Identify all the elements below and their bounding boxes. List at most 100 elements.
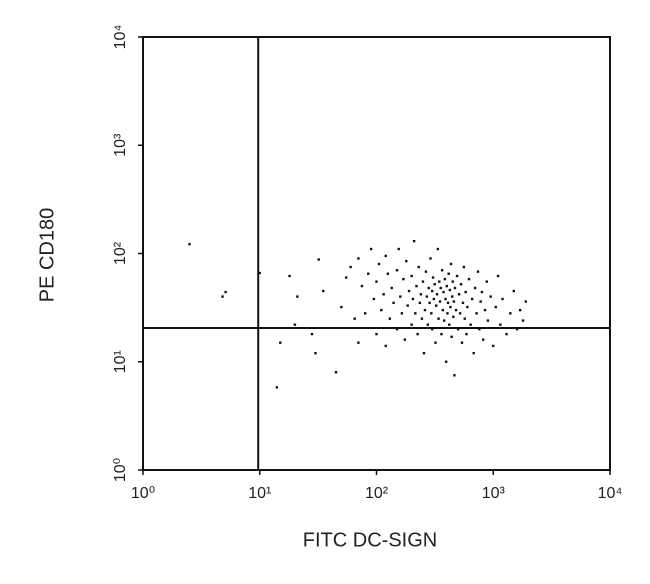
event-dot [418,301,422,305]
event-dot [524,300,527,303]
event-dot [258,271,261,275]
event-dot [453,286,457,290]
event-dot [424,270,428,273]
event-dot [437,317,440,320]
event-dot [442,319,446,322]
event-dot [485,280,488,283]
x-tick-label: 10³ [482,485,506,502]
event-dot [405,259,408,263]
event-dot [334,371,338,374]
event-dot [433,283,436,286]
y-tick-label: 10² [112,241,129,265]
event-dot [438,300,442,303]
event-dot [441,308,445,312]
event-dot [386,272,390,275]
event-dot [380,308,383,312]
event-dot [397,247,400,251]
event-dot [384,344,387,348]
event-dot [518,308,522,312]
event-dot [377,262,381,266]
event-dot [450,335,453,339]
event-dot [443,277,447,281]
event-dot [349,265,352,269]
event-dot [464,290,467,294]
event-dot [459,283,463,286]
event-dot [440,269,444,272]
event-dot [438,280,441,283]
event-dot [411,297,415,301]
event-dot [470,297,474,301]
x-axis-label: FITC DC-SIGN [303,529,437,551]
event-dot [322,289,325,293]
event-dot [449,262,453,266]
event-dot [455,274,459,278]
x-tick-label: 10⁴ [598,485,623,502]
event-dot [423,308,427,312]
event-dot [446,301,450,305]
event-dot [367,272,370,275]
event-dot [390,286,393,290]
event-dot [473,286,477,290]
event-dot [357,341,360,344]
event-dot [501,297,504,301]
event-dot [420,317,424,320]
event-dot [429,257,432,260]
event-dot [466,305,469,309]
event-dot [430,312,433,315]
event-dot [479,300,482,303]
event-dot [375,280,378,283]
event-dot [410,323,413,326]
event-dot [447,272,450,275]
event-dot [407,289,411,293]
event-dot [406,304,409,307]
event-dot [444,360,448,363]
event-dot [427,286,430,290]
event-dot [457,293,461,296]
event-dot [448,288,452,292]
event-dot [472,351,475,355]
event-dot [344,276,348,279]
event-dot [421,280,425,283]
event-dot [415,284,418,288]
event-dot [431,289,434,293]
event-dot [425,295,429,298]
event-dot [372,297,376,301]
y-tick-label: 10⁴ [112,25,129,50]
event-dot [310,332,314,336]
event-dot [446,312,449,315]
event-dot [440,332,443,336]
event-dot [400,312,404,315]
event-dot [454,308,458,312]
event-dot [456,327,460,331]
event-dot [428,301,431,305]
event-dot [476,270,480,273]
x-tick-label: 10² [365,485,389,502]
event-dot [375,332,378,336]
plot-frame [142,36,611,471]
event-dot [293,323,297,326]
event-dot [279,341,282,344]
event-dot [445,284,448,288]
event-dot [388,317,392,320]
event-dot [442,290,445,294]
event-dot [395,327,399,331]
y-tick-label: 10³ [112,133,129,157]
event-dot [384,254,387,258]
event-dot [360,284,364,288]
event-dot [410,274,413,278]
event-dot [432,297,436,301]
event-dot [436,247,439,251]
event-dot [452,300,456,303]
event-dot [399,295,402,298]
event-dot [475,312,478,315]
event-dot [453,374,456,377]
event-dot [403,338,407,341]
event-dot [363,312,367,315]
event-dot [492,344,495,348]
event-dot [382,293,385,296]
event-dot [461,301,465,305]
event-dot [499,323,502,326]
event-dot [296,295,299,298]
event-dot [450,295,454,298]
